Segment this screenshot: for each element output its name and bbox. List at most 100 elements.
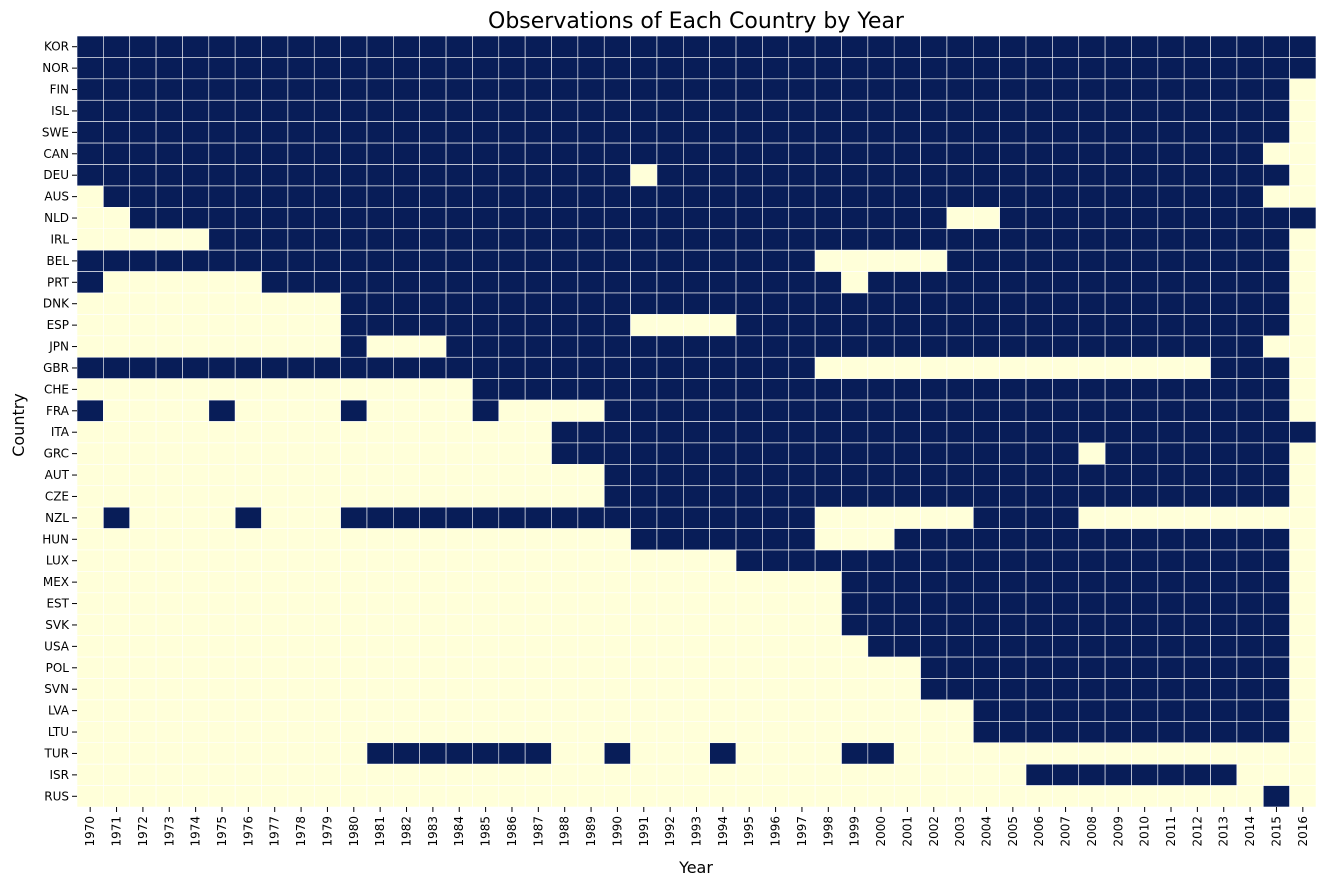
- heatmap-cell-ESP-2006: [1025, 314, 1053, 337]
- heatmap-cell-GRC-1993: [683, 442, 710, 465]
- heatmap-cell-DNK-1982: [393, 292, 421, 315]
- heatmap-cell-DEU-1998: [814, 164, 842, 187]
- heatmap-cell-LVA-2004: [972, 699, 1000, 722]
- heatmap-cell-USA-1997: [788, 635, 816, 658]
- heatmap-cell-GBR-2009: [1104, 356, 1132, 379]
- heatmap-cell-EST-1977: [261, 592, 289, 615]
- heatmap-cell-NZL-1993: [683, 506, 710, 529]
- heatmap-cell-AUS-1992: [656, 185, 684, 208]
- y-tick-label-NOR: NOR: [42, 61, 69, 75]
- heatmap-cell-DNK-2003: [946, 292, 974, 315]
- heatmap-cell-USA-1981: [366, 635, 394, 658]
- heatmap-cell-RUS-1975: [208, 785, 236, 808]
- heatmap-cell-LTU-1971: [103, 721, 131, 744]
- heatmap-cell-BEL-2015: [1262, 249, 1290, 272]
- heatmap-cell-SVN-1998: [814, 678, 842, 701]
- y-tick-label-LUX: LUX: [46, 554, 69, 568]
- heatmap-cell-FIN-1990: [603, 78, 631, 101]
- heatmap-cell-USA-1975: [208, 635, 236, 658]
- heatmap-cell-SWE-1976: [234, 121, 262, 144]
- heatmap-cell-TUR-1976: [234, 742, 262, 765]
- heatmap-cell-LTU-2009: [1104, 721, 1132, 744]
- heatmap-cell-ITA-1994: [709, 421, 737, 444]
- heatmap-cell-EST-2008: [1078, 592, 1106, 615]
- heatmap-cell-ISR-1997: [788, 763, 816, 786]
- heatmap-cell-NZL-1978: [287, 506, 315, 529]
- heatmap-cell-MEX-1983: [419, 571, 447, 594]
- heatmap-cell-ESP-1993: [683, 314, 710, 337]
- heatmap-cell-AUT-1987: [524, 464, 552, 487]
- heatmap-cell-EST-1974: [182, 592, 210, 615]
- heatmap-cell-USA-2014: [1236, 635, 1264, 658]
- heatmap-cell-TUR-1990: [603, 742, 631, 765]
- heatmap-cell-NOR-1987: [524, 57, 552, 80]
- heatmap-cell-IRL-1982: [393, 228, 421, 251]
- heatmap-cell-POL-1997: [788, 656, 816, 679]
- heatmap-cell-LVA-2008: [1078, 699, 1106, 722]
- heatmap-cell-JPN-1975: [208, 335, 236, 358]
- heatmap-cell-CAN-2013: [1210, 142, 1238, 165]
- heatmap-cell-BEL-1976: [234, 249, 262, 272]
- heatmap-cell-GBR-2010: [1131, 356, 1159, 379]
- heatmap-cell-NOR-2004: [972, 57, 1000, 80]
- heatmap-cell-NLD-1973: [155, 207, 183, 230]
- heatmap-cell-POL-2005: [999, 656, 1027, 679]
- heatmap-cell-USA-1980: [340, 635, 368, 658]
- x-tick-label-1982: 1982: [400, 816, 414, 847]
- heatmap-cell-ISL-2008: [1078, 99, 1106, 122]
- heatmap-cell-SVK-2007: [1052, 613, 1080, 636]
- heatmap-cell-DEU-1996: [762, 164, 790, 187]
- heatmap-cell-RUS-1972: [129, 785, 157, 808]
- heatmap-cell-FRA-2001: [893, 399, 921, 422]
- heatmap-cell-AUS-2006: [1025, 185, 1053, 208]
- heatmap-cell-MEX-1970: [76, 571, 104, 594]
- heatmap-cell-IRL-1983: [419, 228, 447, 251]
- heatmap-cell-EST-1996: [762, 592, 790, 615]
- heatmap-cell-SWE-2009: [1104, 121, 1132, 144]
- y-tick-label-SVN: SVN: [44, 682, 69, 696]
- heatmap-cell-NZL-2004: [972, 506, 1000, 529]
- heatmap-cell-AUS-1984: [445, 185, 473, 208]
- heatmap-cell-LUX-2016: [1289, 549, 1317, 572]
- heatmap-cell-FIN-2001: [893, 78, 921, 101]
- heatmap-cell-CZE-1991: [630, 485, 658, 508]
- heatmap-cell-CHE-2006: [1025, 378, 1053, 401]
- heatmap-cell-DEU-1975: [208, 164, 236, 187]
- heatmap-cell-FRA-1989: [577, 399, 605, 422]
- heatmap-cell-NLD-1995: [735, 207, 763, 230]
- heatmap-cell-HUN-2015: [1262, 528, 1290, 551]
- heatmap-cell-AUS-1993: [683, 185, 710, 208]
- heatmap-cell-DNK-1976: [234, 292, 262, 315]
- heatmap-cell-AUS-2015: [1262, 185, 1290, 208]
- heatmap-cell-ISL-2016: [1289, 99, 1317, 122]
- heatmap-cell-LTU-2012: [1183, 721, 1211, 744]
- heatmap-cell-BEL-2007: [1052, 249, 1080, 272]
- heatmap-cell-ISL-2005: [999, 99, 1027, 122]
- heatmap-cell-HUN-2010: [1131, 528, 1159, 551]
- heatmap-cell-JPN-1978: [287, 335, 315, 358]
- heatmap-cell-IRL-2003: [946, 228, 974, 251]
- heatmap-cell-AUS-2000: [867, 185, 895, 208]
- heatmap-cell-DNK-1993: [683, 292, 710, 315]
- heatmap-cell-SVN-2007: [1052, 678, 1080, 701]
- heatmap-cell-BEL-1989: [577, 249, 605, 272]
- heatmap-cell-CAN-1976: [234, 142, 262, 165]
- heatmap-cell-PRT-1999: [841, 271, 869, 294]
- heatmap-cell-AUS-2016: [1289, 185, 1317, 208]
- heatmap-cell-TUR-1980: [340, 742, 368, 765]
- heatmap-cell-DEU-1990: [603, 164, 631, 187]
- heatmap-cell-ESP-1977: [261, 314, 289, 337]
- heatmap-cell-SWE-1982: [393, 121, 421, 144]
- heatmap-cell-MEX-2011: [1157, 571, 1185, 594]
- heatmap-cell-SVK-1989: [577, 613, 605, 636]
- heatmap-cell-CHE-1984: [445, 378, 473, 401]
- heatmap-cell-JPN-1991: [630, 335, 658, 358]
- heatmap-cell-ITA-1987: [524, 421, 552, 444]
- heatmap-cell-CHE-1978: [287, 378, 315, 401]
- heatmap-cell-MEX-2012: [1183, 571, 1211, 594]
- heatmap-cell-ISR-2005: [999, 763, 1027, 786]
- heatmap-cell-CHE-2013: [1210, 378, 1238, 401]
- heatmap-cell-ESP-2008: [1078, 314, 1106, 337]
- heatmap-cell-FIN-1986: [498, 78, 526, 101]
